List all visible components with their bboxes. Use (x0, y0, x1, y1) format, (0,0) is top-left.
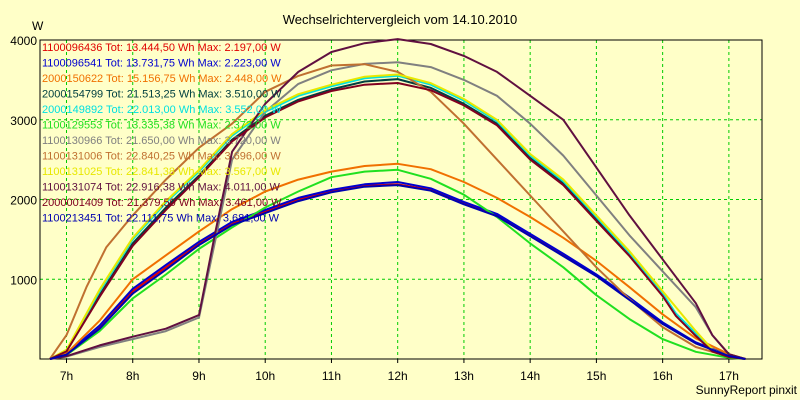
legend-entry-12: 1100213451 Tot: 22.111,75 Wh Max: 3.681,… (42, 213, 280, 225)
x-tick-label: 14h (520, 369, 540, 383)
series-line-7 (49, 61, 746, 360)
series-line-2 (49, 181, 746, 360)
legend-entry-7: 1100130966 Tot: 21.650,00 Wh Max: 3.720,… (42, 135, 281, 147)
x-tick-label: 7h (60, 369, 73, 383)
legend-entry-4: 2000154799 Tot: 21.513,25 Wh Max: 3.510,… (42, 89, 282, 101)
legend-layer: 1100096436 Tot: 13.444,50 Wh Max: 2.197,… (42, 42, 282, 225)
series-layer (49, 38, 746, 360)
legend-entry-5: 2000149892 Tot: 22.013,00 Wh Max: 3.552,… (42, 104, 282, 116)
series-line-12 (49, 184, 746, 360)
x-tick-label: 16h (653, 369, 673, 383)
series-line-5 (49, 74, 746, 360)
x-tick-label: 17h (719, 369, 739, 383)
series-line-10 (49, 38, 746, 360)
y-tick-label: 2000 (10, 194, 37, 208)
series-line-11 (49, 82, 746, 360)
legend-entry-6: 1100129553 Tot: 13.335,38 Wh Max: 2.372,… (42, 120, 281, 132)
legend-entry-1: 1100096436 Tot: 13.444,50 Wh Max: 2.197,… (42, 42, 281, 54)
x-tick-label: 10h (255, 369, 275, 383)
legend-entry-11: 2000001409 Tot: 21.379,50 Wh Max: 3.461,… (42, 197, 282, 209)
y-axis-label: W (32, 19, 44, 33)
series-line-3 (49, 162, 746, 360)
footer-text: SunnyReport pinxit (696, 383, 798, 397)
legend-entry-3: 2000150622 Tot: 15.156,75 Wh Max: 2.448,… (42, 73, 282, 85)
y-tick-label: 3000 (10, 114, 37, 128)
x-tick-label: 11h (322, 369, 341, 383)
x-tick-label: 9h (192, 369, 205, 383)
legend-entry-10: 1100131074 Tot: 22.916,38 Wh Max: 4.011,… (42, 182, 281, 194)
x-tick-label: 12h (388, 369, 408, 383)
legend-entry-2: 1100096541 Tot: 13.731,75 Wh Max: 2.223,… (42, 58, 281, 70)
x-tick-label: 13h (454, 369, 474, 383)
axes-layer: 1000 2000 3000 4000 7h 8h 9h 10h 11h 12h 13h 14h 15h… (10, 34, 763, 383)
x-tick-label: 8h (126, 369, 139, 383)
y-tick-label: 1000 (10, 273, 37, 287)
legend-entry-9: 1100131025 Tot: 22.841,38 Wh Max: 3.567,… (42, 166, 281, 178)
legend-entry-8: 1100131006 Tot: 22.840,25 Wh Max: 3.696,… (42, 151, 281, 163)
y-tick-label: 4000 (10, 34, 37, 48)
x-tick-label: 15h (586, 369, 606, 383)
series-line-6 (49, 168, 746, 360)
series-line-9 (49, 73, 746, 360)
chart-title: Wechselrichtervergleich vom 14.10.2010 (283, 12, 518, 27)
